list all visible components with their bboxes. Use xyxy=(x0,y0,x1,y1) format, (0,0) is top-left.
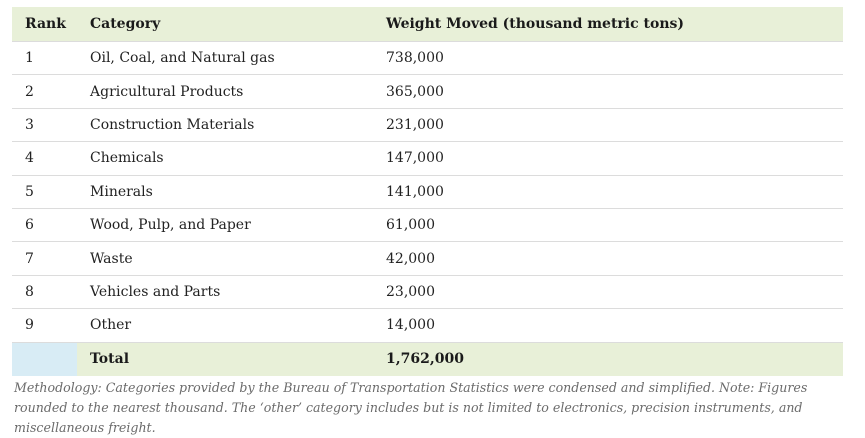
cell-category: Waste xyxy=(77,241,373,276)
cell-category: Wood, Pulp, and Paper xyxy=(77,208,373,243)
header-row: Rank Category Weight Moved (thousand met… xyxy=(12,7,843,42)
cell-rank: 2 xyxy=(12,74,77,109)
table-row: 9 Other 14,000 xyxy=(12,308,843,343)
cell-category: Agricultural Products xyxy=(77,74,373,109)
table-header: Rank Category Weight Moved (thousand met… xyxy=(12,7,843,42)
cell-rank: 9 xyxy=(12,308,77,343)
cell-weight: 365,000 xyxy=(373,74,843,109)
cell-weight: 61,000 xyxy=(373,208,843,243)
methodology-note: Methodology: Categories provided by the … xyxy=(14,380,808,435)
table-row: 7 Waste 42,000 xyxy=(12,241,843,276)
cell-rank: 6 xyxy=(12,208,77,243)
cell-rank: 3 xyxy=(12,108,77,143)
cell-rank: 5 xyxy=(12,175,77,209)
table-row: 6 Wood, Pulp, and Paper 61,000 xyxy=(12,208,843,243)
cell-weight: 738,000 xyxy=(373,40,843,76)
table-row: 8 Vehicles and Parts 23,000 xyxy=(12,275,843,310)
cell-category: Oil, Coal, and Natural gas xyxy=(77,40,373,76)
freight-table: Rank Category Weight Moved (thousand met… xyxy=(12,7,843,376)
table-row: 4 Chemicals 147,000 xyxy=(12,141,843,176)
table-row: 3 Construction Materials 231,000 xyxy=(12,108,843,143)
cell-category: Minerals xyxy=(77,175,373,209)
total-weight: 1,762,000 xyxy=(373,342,843,376)
cell-rank: 8 xyxy=(12,275,77,310)
table-row: 1 Oil, Coal, and Natural gas 738,000 xyxy=(12,40,843,76)
table-row: 5 Minerals 141,000 xyxy=(12,175,843,209)
freight-table-container: Rank Category Weight Moved (thousand met… xyxy=(12,7,843,376)
total-label: Total xyxy=(77,342,373,376)
table-row: 2 Agricultural Products 365,000 xyxy=(12,74,843,109)
header-rank: Rank xyxy=(12,7,77,42)
table-body: 1 Oil, Coal, and Natural gas 738,000 2 A… xyxy=(12,40,843,343)
header-weight: Weight Moved (thousand metric tons) xyxy=(373,7,843,42)
cell-category: Vehicles and Parts xyxy=(77,275,373,310)
cell-weight: 141,000 xyxy=(373,175,843,209)
cell-rank: 1 xyxy=(12,40,77,76)
total-rank-cell xyxy=(12,342,77,376)
cell-weight: 14,000 xyxy=(373,308,843,343)
header-category: Category xyxy=(77,7,373,42)
cell-weight: 231,000 xyxy=(373,108,843,143)
cell-category: Construction Materials xyxy=(77,108,373,143)
cell-weight: 147,000 xyxy=(373,141,843,176)
cell-weight: 42,000 xyxy=(373,241,843,276)
cell-rank: 7 xyxy=(12,241,77,276)
cell-category: Other xyxy=(77,308,373,343)
table-footer: Total 1,762,000 xyxy=(12,342,843,376)
cell-rank: 4 xyxy=(12,141,77,176)
cell-category: Chemicals xyxy=(77,141,373,176)
cell-weight: 23,000 xyxy=(373,275,843,310)
total-row: Total 1,762,000 xyxy=(12,342,843,376)
